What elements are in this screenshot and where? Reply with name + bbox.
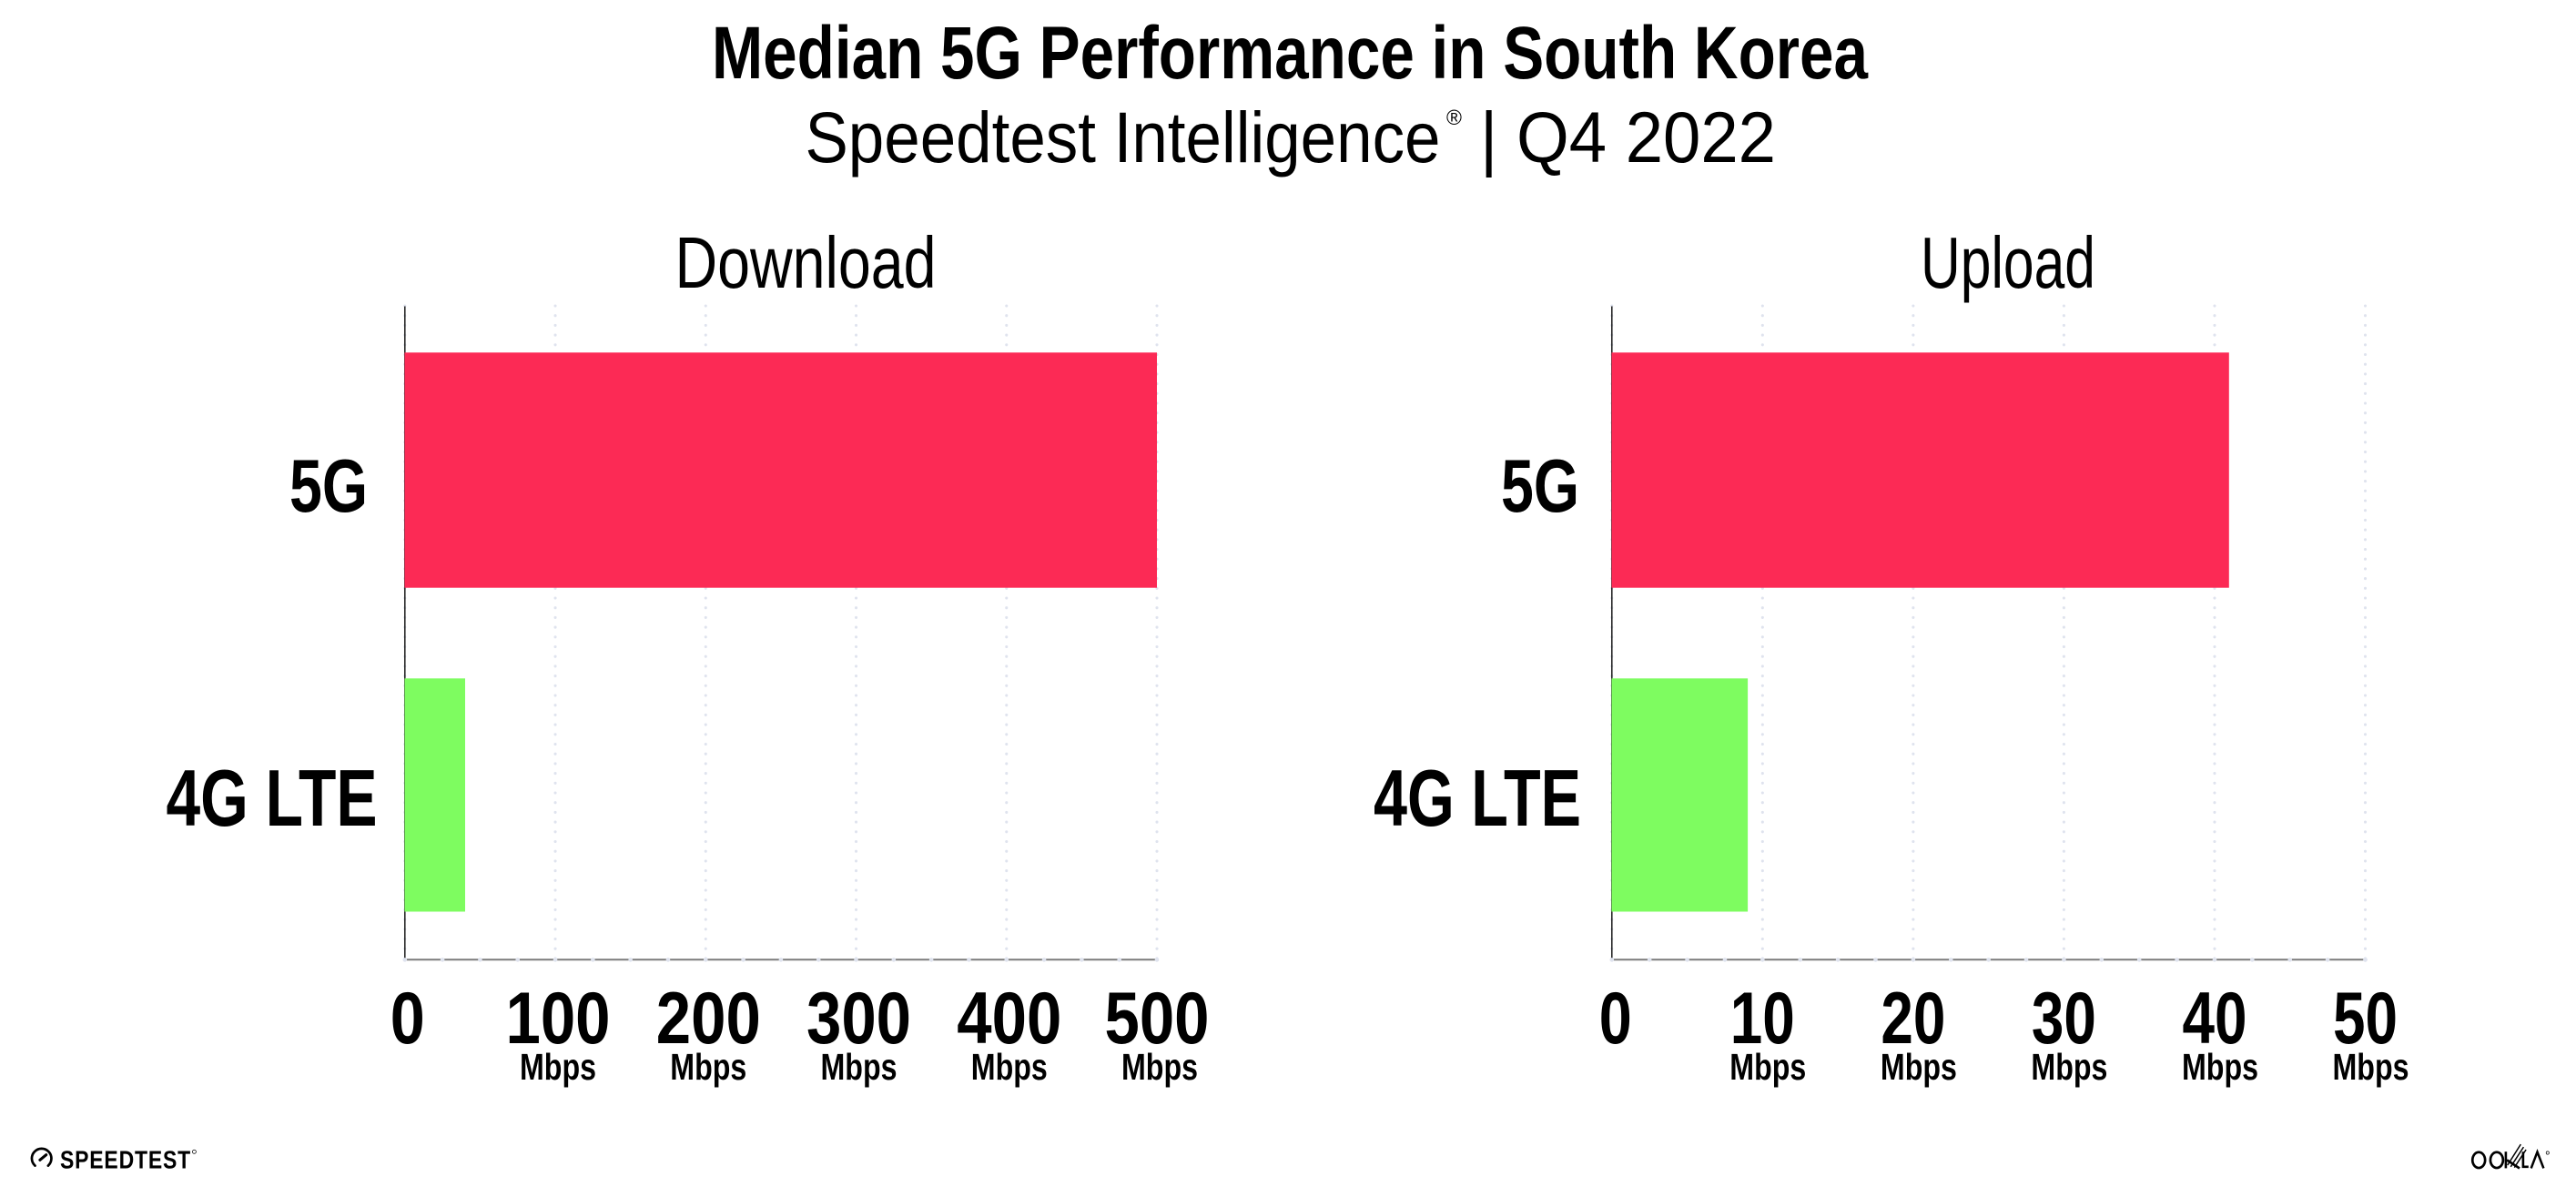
svg-text:Upload: Upload: [1921, 222, 2095, 303]
svg-text:Mbps: Mbps: [971, 1046, 1048, 1088]
svg-text:4G LTE: 4G LTE: [167, 753, 378, 843]
svg-text:| Q4 2022: | Q4 2022: [1480, 96, 1776, 178]
svg-text:400: 400: [957, 978, 1061, 1060]
svg-text:Mbps: Mbps: [1729, 1046, 1806, 1088]
svg-text:SPEEDTEST: SPEEDTEST: [60, 1146, 191, 1174]
svg-text:200: 200: [656, 978, 761, 1060]
svg-text:Mbps: Mbps: [2182, 1046, 2258, 1088]
svg-text:Speedtest Intelligence: Speedtest Intelligence: [806, 96, 1441, 178]
svg-text:Median 5G Performance in South: Median 5G Performance in South Korea: [712, 12, 1869, 95]
svg-text:500: 500: [1105, 978, 1210, 1060]
svg-text:Mbps: Mbps: [2031, 1046, 2107, 1088]
svg-text:40: 40: [2183, 978, 2247, 1060]
svg-text:Mbps: Mbps: [1121, 1046, 1198, 1088]
svg-text:100: 100: [506, 978, 611, 1060]
svg-text:20: 20: [1881, 978, 1945, 1060]
svg-text:300: 300: [806, 978, 911, 1060]
svg-text:30: 30: [2032, 978, 2096, 1060]
svg-text:0: 0: [1599, 978, 1632, 1060]
svg-text:®: ®: [1446, 106, 1462, 129]
svg-text:Download: Download: [675, 222, 937, 303]
svg-text:10: 10: [1730, 978, 1795, 1060]
svg-text:Mbps: Mbps: [520, 1046, 596, 1088]
svg-text:4G LTE: 4G LTE: [1374, 753, 1581, 843]
svg-text:Mbps: Mbps: [670, 1046, 746, 1088]
svg-text:5G: 5G: [1501, 443, 1579, 528]
svg-text:Mbps: Mbps: [821, 1046, 898, 1088]
svg-text:5G: 5G: [289, 443, 368, 528]
svg-text:50: 50: [2333, 978, 2398, 1060]
svg-text:Mbps: Mbps: [2333, 1046, 2409, 1088]
svg-text:0: 0: [390, 978, 425, 1060]
svg-text:Mbps: Mbps: [1881, 1046, 1957, 1088]
